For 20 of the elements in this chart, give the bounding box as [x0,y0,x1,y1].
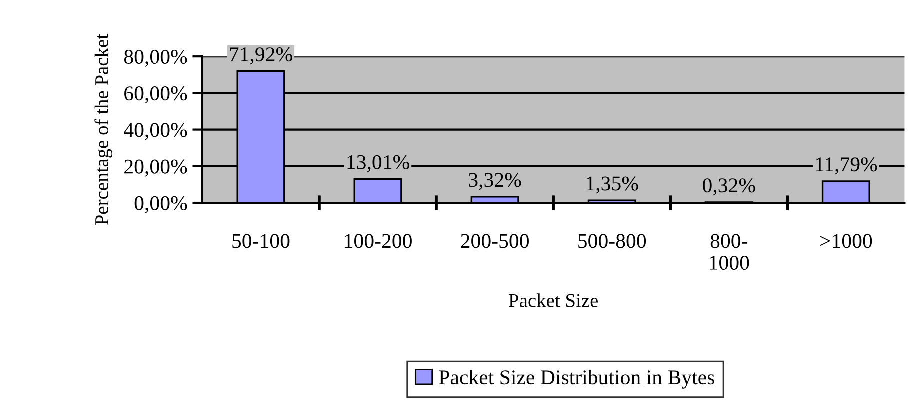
data-label: 71,92% [230,48,292,65]
data-label: 3,32% [469,173,522,190]
y-tick-label: 0,00% [134,196,188,214]
y-tick-label: 60,00% [124,86,188,104]
x-tick-label: 800-1000 [710,234,750,270]
x-tick-label: >1000 [820,234,872,248]
y-tick-label: 40,00% [124,123,188,140]
y-axis-title: Percentage of the Packet [94,34,113,226]
x-axis-title: Packet Size [509,294,598,308]
legend-label: Packet Size Distribution in Bytes [439,370,714,389]
data-label: 1,35% [587,176,638,194]
data-label: 0,32% [703,178,756,196]
data-label: 13,01% [348,155,410,172]
x-tick-label: 200-500 [461,234,529,248]
data-label: 11,79% [816,158,878,175]
y-tick-label: 80,00% [124,50,188,68]
y-tick-label: 20,00% [124,160,188,177]
x-tick-label: 500-800 [578,234,646,248]
x-tick-label: 100-200 [345,234,412,248]
x-tick-label: 50-100 [232,234,290,248]
